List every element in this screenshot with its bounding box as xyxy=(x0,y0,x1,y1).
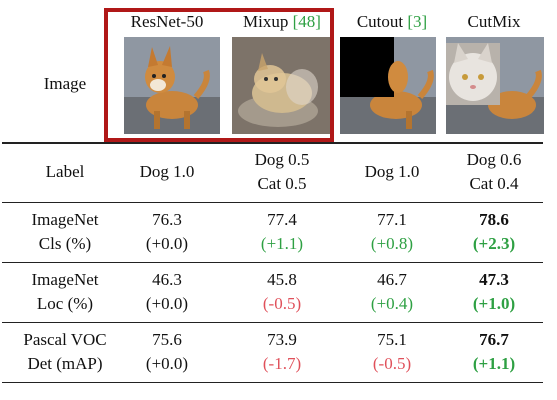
metric-delta: (+0.0) xyxy=(145,294,189,313)
loc-cell-resnet50: 46.3 (+0.0) xyxy=(112,268,222,316)
label-line: Cat 0.4 xyxy=(469,174,519,193)
label-line: Dog 0.5 xyxy=(254,150,310,169)
label-cell-resnet50: Dog 1.0 xyxy=(112,160,222,184)
dog-image-original xyxy=(124,37,220,134)
row-header-cls: ImageNet Cls (%) xyxy=(14,208,116,256)
metric-value: 75.6 xyxy=(152,330,182,349)
metric-delta: (-0.5) xyxy=(372,354,412,373)
row-header-det: Pascal VOC Det (mAP) xyxy=(10,328,120,376)
label-line: Dog 1.0 xyxy=(364,162,420,181)
metric-delta: (+0.0) xyxy=(145,234,189,253)
col-name: Cutout xyxy=(356,12,404,31)
metric-value: 75.1 xyxy=(377,330,407,349)
metric-value: 76.3 xyxy=(152,210,182,229)
row-header-label: Label xyxy=(45,162,85,181)
metric-value: 46.7 xyxy=(377,270,407,289)
metric-value: 76.7 xyxy=(479,330,509,349)
cutmix-image xyxy=(446,37,544,134)
row-header-line: Pascal VOC xyxy=(23,330,107,349)
label-cell-cutout: Dog 1.0 xyxy=(340,160,444,184)
table-rule xyxy=(2,262,543,263)
col-name: CutMix xyxy=(467,12,521,31)
mixup-image xyxy=(232,37,332,134)
metric-delta: (+2.3) xyxy=(472,234,516,253)
metric-delta: (+1.0) xyxy=(472,294,516,313)
det-cell-mixup: 73.9 (-1.7) xyxy=(224,328,340,376)
cls-cell-cutmix: 78.6 (+2.3) xyxy=(444,208,544,256)
row-header-line: ImageNet xyxy=(31,270,99,289)
metric-value: 77.1 xyxy=(377,210,407,229)
table-rule xyxy=(2,382,543,383)
cutout-image xyxy=(340,37,436,134)
row-header-line: Cls (%) xyxy=(38,234,92,253)
loc-cell-cutout: 46.7 (+0.4) xyxy=(340,268,444,316)
metric-value: 78.6 xyxy=(479,210,509,229)
table-rule xyxy=(2,142,543,144)
det-cell-cutmix: 76.7 (+1.1) xyxy=(444,328,544,376)
label-line: Dog 1.0 xyxy=(139,162,195,181)
loc-cell-mixup: 45.8 (-0.5) xyxy=(224,268,340,316)
row-header-loc: ImageNet Loc (%) xyxy=(14,268,116,316)
cls-cell-resnet50: 76.3 (+0.0) xyxy=(112,208,222,256)
col-name: ResNet-50 xyxy=(130,12,204,31)
metric-delta: (+1.1) xyxy=(472,354,516,373)
row-header-line: ImageNet xyxy=(31,210,99,229)
label-line: Cat 0.5 xyxy=(257,174,307,193)
table-rule xyxy=(2,322,543,323)
metric-value: 47.3 xyxy=(479,270,509,289)
table-rule xyxy=(2,202,543,203)
col-header-cutout: Cutout [3] xyxy=(340,12,444,32)
col-header-resnet50: ResNet-50 xyxy=(112,12,222,32)
loc-cell-cutmix: 47.3 (+1.0) xyxy=(444,268,544,316)
metric-delta: (-0.5) xyxy=(262,294,302,313)
metric-delta: (+0.8) xyxy=(370,234,414,253)
label-cell-mixup: Dog 0.5 Cat 0.5 xyxy=(224,148,340,196)
col-name: Mixup xyxy=(243,12,289,31)
metric-value: 46.3 xyxy=(152,270,182,289)
citation-ref: [3] xyxy=(407,12,428,31)
label-cell-cutmix: Dog 0.6 Cat 0.4 xyxy=(444,148,544,196)
cls-cell-cutout: 77.1 (+0.8) xyxy=(340,208,444,256)
row-header-line: Det (mAP) xyxy=(27,354,103,373)
metric-delta: (+0.4) xyxy=(370,294,414,313)
metric-delta: (-1.7) xyxy=(262,354,302,373)
row-header-line: Loc (%) xyxy=(36,294,94,313)
metric-value: 77.4 xyxy=(267,210,297,229)
metric-delta: (+1.1) xyxy=(260,234,304,253)
cls-cell-mixup: 77.4 (+1.1) xyxy=(224,208,340,256)
label-line: Dog 0.6 xyxy=(466,150,522,169)
metric-delta: (+0.0) xyxy=(145,354,189,373)
row-header-image: Image xyxy=(43,74,87,93)
det-cell-resnet50: 75.6 (+0.0) xyxy=(112,328,222,376)
metric-value: 45.8 xyxy=(267,270,297,289)
highlight-box xyxy=(104,8,334,142)
citation-ref: [48] xyxy=(292,12,321,31)
metric-value: 73.9 xyxy=(267,330,297,349)
col-header-mixup: Mixup [48] xyxy=(224,12,340,32)
col-header-cutmix: CutMix xyxy=(444,12,544,32)
det-cell-cutout: 75.1 (-0.5) xyxy=(340,328,444,376)
